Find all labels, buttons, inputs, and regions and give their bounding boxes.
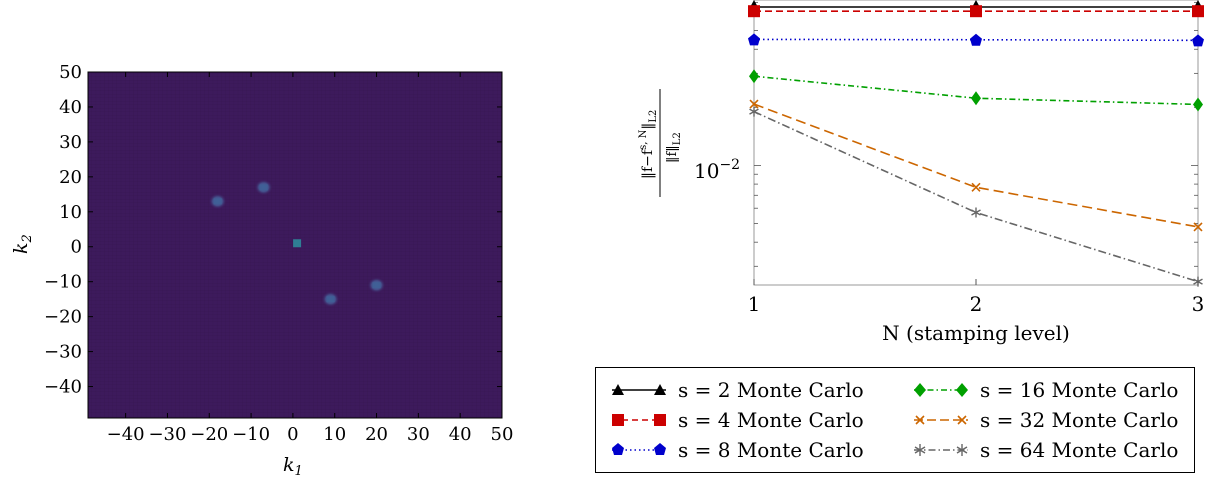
heatmap-y-ticks: 50 40 30 20 10 0 −10 −20 −30 −40: [44, 62, 502, 398]
legend-swatch-s16: [914, 383, 968, 397]
legend-label-s32: s = 32 Monte Carlo: [980, 408, 1179, 432]
line-chart-x-ticks: 1 2 3: [748, 279, 1205, 316]
legend-label-s4: s = 4 Monte Carlo: [678, 408, 864, 432]
y-tick-label: −10: [44, 272, 82, 293]
y-tick-exponent: −2: [719, 157, 740, 173]
heatmap-x-axis-label: k1: [283, 454, 303, 477]
data-point: [1192, 5, 1204, 18]
x-tick-label: 2: [970, 292, 983, 316]
legend-entry-s16: s = 16 Monte Carlo: [912, 375, 1178, 405]
legend-swatch-s2: [612, 384, 666, 395]
y-tick-label: 10: [59, 202, 82, 223]
svg-text:‖f−fs, N‖L2: ‖f−fs, N‖L2: [638, 110, 659, 179]
y-tick-label: −30: [44, 342, 82, 363]
y-tick-label: 50: [59, 62, 82, 83]
legend-entry-s8: s = 8 Monte Carlo: [610, 435, 864, 465]
legend-label-s16: s = 16 Monte Carlo: [980, 378, 1179, 402]
heatmap-peak: [293, 239, 302, 248]
legend-swatch-s64: [914, 444, 968, 456]
data-point: [748, 33, 760, 46]
data-point: [749, 99, 759, 109]
heatmap-x-ticks: −40 −30 −20 −10 0 10 20 30 40 50: [107, 72, 514, 445]
x-tick-label: 0: [287, 424, 298, 445]
x-tick-label: 50: [491, 424, 514, 445]
data-point: [1193, 222, 1203, 232]
data-point: [749, 69, 759, 84]
x-tick-label: −40: [107, 424, 145, 445]
line-chart-y-axis-label: ‖f−fs, N‖L2 ‖f‖L2: [638, 89, 683, 197]
legend-label-s2: s = 2 Monte Carlo: [678, 378, 864, 402]
y-tick-label: −40: [44, 377, 82, 398]
legend-label-s8: s = 8 Monte Carlo: [678, 438, 864, 462]
legend-entry-s64: s = 64 Monte Carlo: [912, 435, 1178, 465]
x-tick-label: 40: [449, 424, 472, 445]
legend-swatch-s32: [914, 415, 968, 425]
y-tick-label: 40: [59, 97, 82, 118]
series-line: [753, 110, 1199, 283]
data-point: [1192, 34, 1204, 47]
line-chart-y-tick-label: 10−2: [694, 157, 740, 183]
heatmap-y-axis-label: k2: [10, 234, 35, 254]
y-tick-label: 20: [59, 167, 82, 188]
y-tick-label: 30: [59, 132, 82, 153]
data-point: [971, 207, 981, 218]
x-tick-label: 10: [323, 424, 346, 445]
heatmap-frame: [87, 71, 503, 419]
legend-entry-s2: s = 2 Monte Carlo: [610, 375, 864, 405]
legend-swatch-s8: [612, 443, 666, 455]
heatmap-peak-core: [259, 184, 268, 191]
legend-entry-s32: s = 32 Monte Carlo: [912, 405, 1178, 435]
y-tick-label: −20: [44, 307, 82, 328]
x-tick-label: 20: [365, 424, 388, 445]
y-tick-base: 10: [694, 159, 719, 183]
x-tick-label: −20: [190, 424, 228, 445]
heatmap-peak-core: [213, 198, 222, 205]
data-point: [970, 33, 982, 46]
data-point: [748, 5, 760, 18]
legend-label-s64: s = 64 Monte Carlo: [980, 438, 1179, 462]
data-point: [749, 106, 759, 117]
data-point: [971, 91, 981, 106]
x-tick-label: 1: [748, 292, 761, 316]
heatmap-peak-core: [326, 296, 335, 303]
data-point: [970, 5, 982, 18]
legend-entry-s4: s = 4 Monte Carlo: [610, 405, 864, 435]
heatmap-peak-core: [372, 282, 381, 289]
data-point: [971, 182, 981, 192]
x-tick-label: 30: [407, 424, 430, 445]
data-point: [1193, 97, 1203, 112]
heatmap-peaks: [208, 179, 386, 308]
line-chart-x-axis-label: N (stamping level): [882, 321, 1070, 345]
legend: s = 2 Monte Carlo s = 4 Monte Carlo s = …: [595, 367, 1195, 473]
line-chart-series: [748, 0, 1204, 287]
heatmap-panel: −40 −30 −20 −10 0 10 20 30 40 50 50403020100−10−2…: [10, 62, 513, 477]
y-tick-label: 0: [71, 237, 82, 258]
svg-text:‖f‖L2: ‖f‖L2: [665, 132, 683, 163]
x-tick-label: 3: [1192, 292, 1205, 316]
x-tick-label: −10: [232, 424, 270, 445]
legend-swatch-s4: [612, 414, 666, 426]
series-line: [753, 103, 1199, 228]
series-line: [753, 38, 1199, 42]
x-tick-label: −30: [148, 424, 186, 445]
line-chart-panel: 1 2 3 10−2 N (stamping level) ‖f−fs, N‖L2 …: [638, 0, 1204, 345]
